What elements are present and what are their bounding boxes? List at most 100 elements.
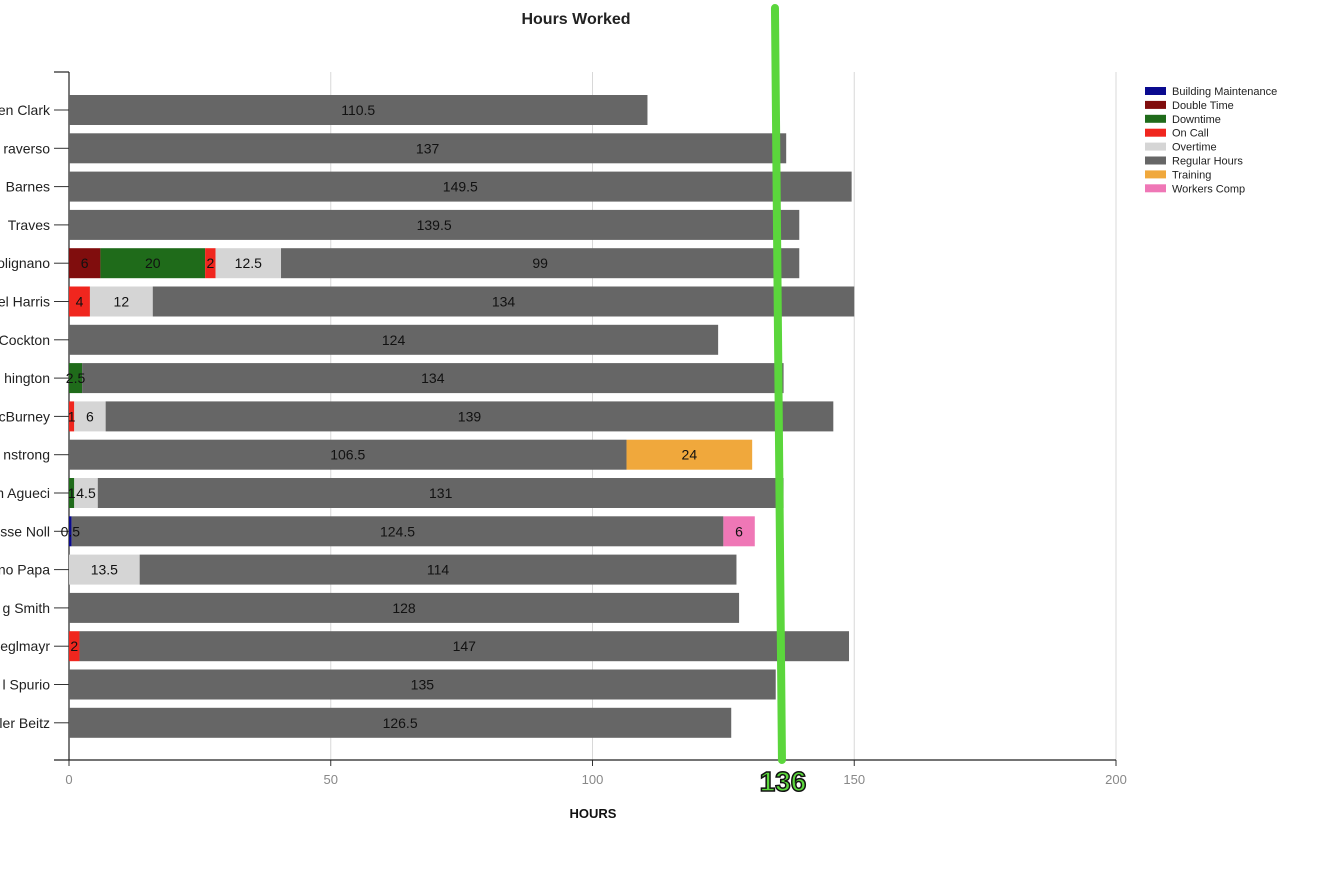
- legend-label: Downtime: [1172, 114, 1221, 126]
- bar-segment: [723, 516, 755, 547]
- bar-segment: [69, 592, 740, 623]
- data-label: 126.5: [383, 715, 418, 731]
- data-label: 106.5: [330, 447, 365, 463]
- legend-label: Workers Comp: [1172, 183, 1245, 195]
- x-axis-label: HOURS: [570, 806, 617, 821]
- bar-segment: [69, 363, 83, 394]
- legend-swatch: [1145, 128, 1166, 137]
- category-label: cBurney: [0, 408, 50, 424]
- bar-segment: [69, 171, 852, 202]
- data-label: 99: [532, 255, 548, 271]
- bar-segment: [69, 401, 75, 432]
- bar-segment: [69, 324, 719, 355]
- legend-label: Building Maintenance: [1172, 86, 1277, 98]
- category-label: no Papa: [0, 562, 50, 578]
- legend: Building Maintenance Double Time Downtime O…: [1145, 86, 1277, 195]
- bar-segment: [79, 631, 850, 662]
- data-label: 6: [86, 408, 94, 424]
- bar-segment: [69, 516, 72, 547]
- data-label: 128: [392, 600, 416, 616]
- marker-label: 136: [760, 766, 807, 797]
- data-label: 1: [68, 485, 76, 501]
- x-tick-label: 200: [1105, 772, 1127, 787]
- bar-segment: [69, 478, 75, 508]
- data-label: 149.5: [443, 179, 478, 195]
- bar-stacks: [69, 95, 855, 738]
- data-label: 147: [453, 638, 477, 654]
- x-tick-label: 100: [582, 772, 604, 787]
- legend-label: Regular Hours: [1172, 156, 1243, 168]
- bar-segment: [71, 516, 724, 547]
- category-label: Traves: [8, 217, 50, 233]
- data-label: 134: [492, 294, 516, 310]
- bar-segment: [139, 554, 737, 585]
- bar-segment: [100, 248, 206, 279]
- bar-segment: [69, 707, 732, 738]
- bar-segment: [152, 286, 855, 317]
- bar-segment: [69, 554, 140, 585]
- category-label: hington: [4, 370, 50, 386]
- legend-swatch: [1145, 100, 1166, 109]
- data-label: 12: [114, 294, 130, 310]
- data-label: 131: [429, 485, 453, 501]
- data-label: 12.5: [235, 255, 262, 271]
- chart-title: Hours Worked: [521, 11, 630, 28]
- bar-segment: [205, 248, 216, 279]
- data-label: 2.5: [66, 370, 86, 386]
- bar-segment: [97, 478, 784, 508]
- bar-segment: [215, 248, 282, 279]
- legend-label: Double Time: [1172, 100, 1234, 112]
- category-label: g Smith: [3, 600, 50, 616]
- data-label: 0.5: [61, 523, 81, 539]
- bar-segment: [69, 631, 80, 662]
- bar-segment: [89, 286, 153, 317]
- data-label: 139.5: [417, 217, 452, 233]
- bar-segment: [281, 248, 800, 279]
- data-label: 6: [735, 523, 743, 539]
- data-label: 20: [145, 255, 161, 271]
- bar-segment: [74, 478, 98, 508]
- category-label: olignano: [0, 255, 50, 271]
- bar-segment: [69, 439, 627, 470]
- x-tick-labels: 0 50 100 150 200: [65, 772, 1126, 787]
- bar-segment: [69, 286, 90, 317]
- bar-segment: [82, 363, 784, 394]
- data-label: 135: [411, 677, 435, 693]
- bar-segment: [69, 95, 648, 125]
- bar-segment: [69, 209, 800, 240]
- category-label: raverso: [3, 140, 50, 156]
- data-label: 6: [81, 255, 89, 271]
- legend-swatch: [1145, 184, 1166, 193]
- marker-annotation: 136: [759, 4, 807, 798]
- data-label: 24: [682, 447, 698, 463]
- x-tick-label: 150: [843, 772, 865, 787]
- bar-segment: [74, 401, 106, 432]
- legend-swatch: [1145, 87, 1166, 95]
- category-label: el Harris: [0, 294, 50, 310]
- bar-segment: [626, 439, 753, 470]
- data-label: 2: [206, 255, 214, 271]
- data-label: 137: [416, 140, 440, 156]
- legend-swatch: [1145, 142, 1166, 151]
- category-label: sse Noll: [0, 523, 50, 539]
- bar-segment: [69, 133, 787, 164]
- legend-swatch: [1145, 114, 1166, 123]
- x-tick-label: 0: [65, 772, 72, 787]
- data-label: 4.5: [76, 485, 96, 501]
- marker-line: [770, 4, 786, 764]
- category-label: eglmayr: [0, 638, 50, 654]
- data-label: 124.5: [380, 523, 415, 539]
- legend-label: Training: [1172, 169, 1211, 181]
- bar-segment: [105, 401, 834, 432]
- data-label: 134: [421, 370, 445, 386]
- data-label: 4: [76, 294, 84, 310]
- category-label: en Clark: [0, 102, 51, 118]
- data-label: 114: [427, 562, 450, 578]
- data-label: 13.5: [91, 562, 118, 578]
- category-labels: en Clark raverso Barnes Traves olignano el Ha…: [0, 102, 51, 731]
- legend-swatch: [1145, 156, 1166, 165]
- legend-label: On Call: [1172, 128, 1209, 140]
- category-label: Barnes: [6, 179, 50, 195]
- data-label: 124: [382, 332, 406, 348]
